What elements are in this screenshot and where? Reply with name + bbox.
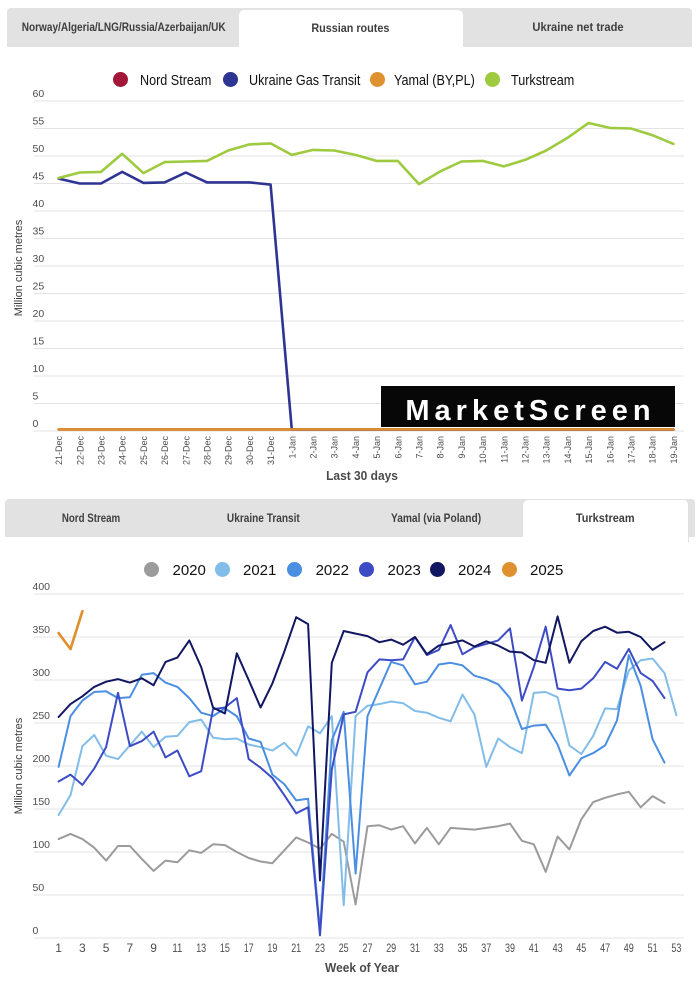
svg-text:27: 27 (363, 941, 373, 955)
svg-text:39: 39 (505, 941, 515, 955)
svg-text:7-Jan: 7-Jan (415, 436, 425, 459)
svg-text:47: 47 (600, 941, 610, 955)
svg-text:45: 45 (576, 941, 586, 955)
svg-text:23: 23 (315, 941, 325, 955)
svg-text:3-Jan: 3-Jan (330, 436, 340, 459)
svg-text:37: 37 (481, 941, 491, 955)
svg-text:29-Dec: 29-Dec (224, 436, 234, 466)
svg-text:6-Jan: 6-Jan (393, 436, 403, 459)
svg-text:16-Jan: 16-Jan (605, 436, 615, 464)
svg-text:400: 400 (33, 581, 51, 593)
svg-text:13-Jan: 13-Jan (542, 436, 552, 464)
svg-text:45: 45 (33, 171, 45, 183)
svg-text:30: 30 (33, 253, 45, 265)
svg-text:15: 15 (33, 336, 45, 348)
svg-text:Million cubic metres: Million cubic metres (13, 219, 25, 316)
svg-text:30-Dec: 30-Dec (245, 436, 255, 466)
svg-text:50: 50 (33, 882, 45, 894)
svg-text:28-Dec: 28-Dec (203, 436, 213, 466)
svg-text:10: 10 (33, 363, 45, 375)
svg-text:Week of Year: Week of Year (325, 961, 399, 976)
svg-text:27-Dec: 27-Dec (181, 436, 191, 466)
svg-text:25: 25 (33, 281, 45, 293)
svg-text:Million cubic metres: Million cubic metres (13, 717, 25, 814)
svg-text:19-Jan: 19-Jan (669, 436, 679, 464)
svg-text:350: 350 (33, 624, 51, 636)
svg-text:Last 30 days: Last 30 days (326, 469, 398, 484)
svg-text:17-Jan: 17-Jan (627, 436, 637, 464)
svg-text:43: 43 (553, 941, 563, 955)
svg-text:10-Jan: 10-Jan (478, 436, 488, 464)
svg-text:31: 31 (410, 941, 420, 955)
svg-text:18-Jan: 18-Jan (648, 436, 658, 464)
svg-text:25-Dec: 25-Dec (139, 436, 149, 466)
svg-text:17: 17 (244, 941, 254, 955)
svg-text:1: 1 (55, 941, 62, 955)
svg-text:9-Jan: 9-Jan (457, 436, 467, 459)
svg-text:200: 200 (33, 753, 51, 765)
svg-text:51: 51 (648, 941, 658, 955)
svg-text:40: 40 (33, 198, 45, 210)
svg-text:5: 5 (33, 391, 39, 403)
svg-text:3: 3 (79, 941, 86, 955)
svg-text:26-Dec: 26-Dec (160, 436, 170, 466)
svg-text:24-Dec: 24-Dec (118, 436, 128, 466)
svg-text:31-Dec: 31-Dec (266, 436, 276, 466)
svg-text:19: 19 (267, 941, 277, 955)
svg-text:60: 60 (33, 88, 45, 100)
svg-text:13: 13 (196, 941, 206, 955)
svg-text:23-Dec: 23-Dec (97, 436, 107, 466)
svg-text:300: 300 (33, 667, 51, 679)
svg-text:1-Jan: 1-Jan (287, 436, 297, 459)
svg-text:150: 150 (33, 796, 51, 808)
svg-text:11: 11 (172, 941, 182, 955)
svg-text:35: 35 (33, 226, 45, 238)
svg-text:0: 0 (33, 418, 39, 430)
svg-text:5-Jan: 5-Jan (372, 436, 382, 459)
svg-text:11-Jan: 11-Jan (499, 436, 509, 463)
svg-text:7: 7 (127, 941, 134, 955)
svg-text:41: 41 (529, 941, 539, 955)
svg-text:20: 20 (33, 308, 45, 320)
svg-text:50: 50 (33, 143, 45, 155)
svg-text:49: 49 (624, 941, 634, 955)
svg-text:15-Jan: 15-Jan (584, 436, 594, 464)
svg-text:0: 0 (33, 925, 39, 937)
svg-text:9: 9 (150, 941, 157, 955)
svg-text:29: 29 (386, 941, 396, 955)
svg-text:100: 100 (33, 839, 51, 851)
svg-text:5: 5 (103, 941, 110, 955)
svg-text:14-Jan: 14-Jan (563, 436, 573, 464)
svg-text:55: 55 (33, 116, 45, 128)
svg-text:250: 250 (33, 710, 51, 722)
svg-text:21-Dec: 21-Dec (54, 436, 64, 466)
svg-text:33: 33 (434, 941, 444, 955)
svg-text:12-Jan: 12-Jan (521, 436, 531, 464)
svg-text:2-Jan: 2-Jan (309, 436, 319, 459)
svg-text:22-Dec: 22-Dec (75, 436, 85, 466)
svg-text:25: 25 (339, 941, 349, 955)
svg-text:35: 35 (458, 941, 468, 955)
svg-text:53: 53 (671, 941, 681, 955)
svg-text:8-Jan: 8-Jan (436, 436, 446, 459)
svg-text:4-Jan: 4-Jan (351, 436, 361, 459)
svg-text:15: 15 (220, 941, 230, 955)
svg-text:21: 21 (291, 941, 301, 955)
